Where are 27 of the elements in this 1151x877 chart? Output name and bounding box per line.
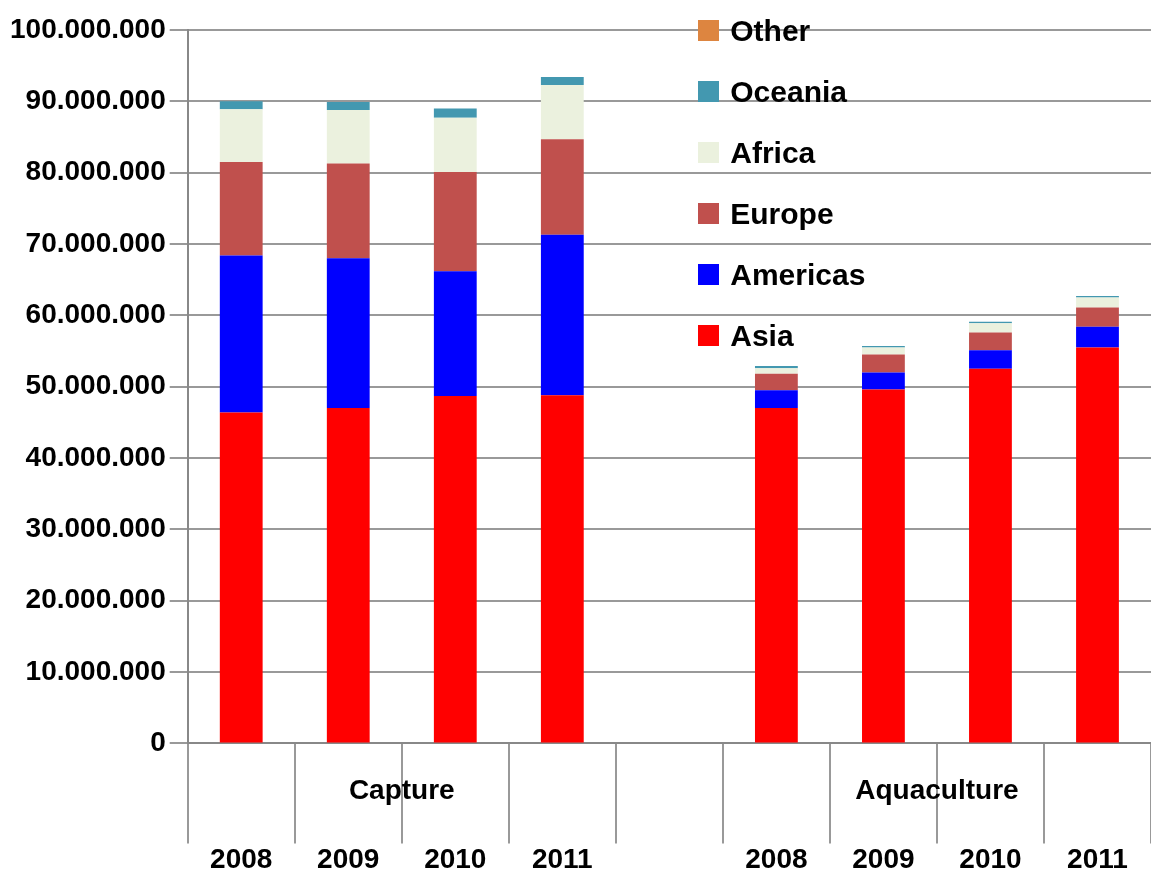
text: Capture: [348, 774, 455, 806]
x-tick-label: 2008: [745, 842, 808, 874]
y-tick-label: 50.000.000: [25, 369, 166, 401]
y-tick-label: 10.000.000: [25, 654, 166, 686]
y-tick-label: 80.000.000: [25, 155, 166, 187]
y-tick-label: 70.000.000: [25, 226, 166, 258]
x-tick-label: 2009: [317, 842, 380, 874]
y-tick-label: 30.000.000: [25, 512, 166, 544]
x-tick-label: 2010: [959, 842, 1022, 874]
legend-label: Americas: [730, 256, 866, 293]
x-tick-label: 2009: [852, 842, 915, 874]
x-tick-label: 2011: [531, 842, 593, 874]
y-tick-label: 20.000.000: [25, 583, 166, 615]
text: Aquaculture: [855, 774, 1019, 806]
x-tick-label: 2008: [210, 842, 273, 874]
legend-label: Oceania: [730, 73, 847, 110]
legend-label: Other: [730, 12, 811, 49]
legend-label: Africa: [730, 134, 816, 171]
y-tick-label: 0: [150, 726, 166, 758]
y-tick-label: 40.000.000: [25, 440, 166, 472]
y-tick-label: 60.000.000: [25, 298, 166, 330]
y-tick-label: 90.000.000: [25, 84, 166, 116]
legend-label: Asia: [730, 317, 794, 354]
legend-label: Europe: [730, 195, 834, 232]
x-tick-label: 2011: [1067, 842, 1128, 874]
y-tick-label: 100.000.000: [9, 12, 166, 44]
x-tick-label: 2010: [424, 842, 487, 874]
